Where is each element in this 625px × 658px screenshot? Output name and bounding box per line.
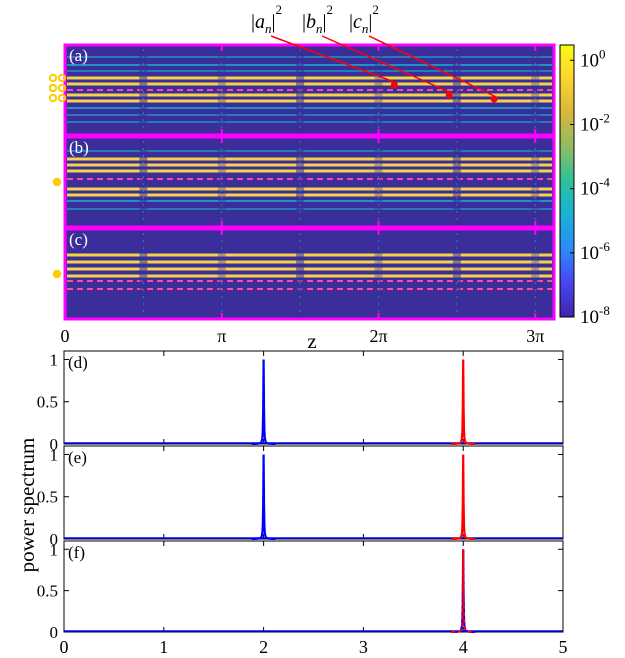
z-tick-label: 3π [526, 326, 544, 346]
x-tick-label: 3 [359, 637, 368, 657]
y-tick-label: 1 [50, 350, 59, 369]
side-markers [52, 177, 62, 187]
revival-band [374, 231, 383, 317]
annotation-arrowhead [445, 91, 453, 99]
y-tick-label: 0 [50, 435, 59, 454]
y-tick-label: 0.5 [37, 393, 58, 412]
revival-band [531, 231, 540, 317]
x-tick-label: 0 [60, 637, 69, 657]
spectrum-peak [251, 359, 276, 446]
annotation-arrow [321, 35, 450, 93]
side-marker [57, 93, 67, 103]
x-tick-label: 5 [559, 637, 568, 657]
revival-band [296, 231, 305, 317]
revival-band [217, 139, 226, 225]
colorbar-tick-label: 10-2 [580, 110, 610, 135]
y-tick-label: 0 [50, 530, 59, 549]
annotation-arrow [368, 35, 495, 97]
y-tick-label: 1 [50, 445, 59, 464]
heatmap-panels: (a) (b) (c) 0 π 2π 3π [48, 43, 556, 346]
panel-label: (a) [69, 46, 88, 65]
panel-label: (b) [69, 138, 89, 157]
plot-frame [63, 350, 564, 445]
revival-band [531, 47, 540, 133]
revival-band [217, 47, 226, 133]
spectrum-panel-f: 0 0.5 1 (f) [37, 540, 564, 642]
side-markers [52, 269, 62, 279]
y-tick-label: 0.5 [37, 582, 58, 601]
z-tick-label: 0 [61, 326, 70, 346]
revival-band [139, 139, 148, 225]
revival-band [452, 47, 461, 133]
side-markers [48, 73, 67, 103]
panel-label: (f) [68, 543, 85, 562]
revival-band [452, 139, 461, 225]
panel-frame [63, 135, 556, 229]
revival-band [374, 139, 383, 225]
side-marker [57, 73, 67, 83]
panel-label: (d) [68, 353, 88, 372]
x-tick-label: 2 [259, 637, 268, 657]
colorbar-tick-label: 10-4 [580, 175, 610, 200]
revival-band [139, 231, 148, 317]
side-marker [52, 177, 62, 187]
colorbar-tick-label: 10-8 [580, 303, 610, 328]
spectrum-peak [451, 454, 476, 541]
spectrum-panels: 00.51 (d)00.51 (e)00.51 (f)0 1 2 3 4 5 [37, 350, 568, 657]
colorbar: 100 10-2 10-4 10-6 10-8 [559, 44, 610, 328]
x-tick-label: 1 [159, 637, 168, 657]
side-marker [48, 93, 58, 103]
side-marker [48, 83, 58, 93]
side-marker [52, 269, 62, 279]
annotation-label: |an|2 [251, 2, 282, 36]
y-axis-label: power spectrum [15, 438, 39, 573]
annotation-b: |bn|2 [302, 2, 453, 99]
side-marker [57, 83, 67, 93]
panel-frame [63, 227, 556, 321]
z-tick-label: π [217, 326, 226, 346]
colorbar-gradient [559, 44, 575, 318]
x-tick-label: 4 [459, 637, 468, 657]
side-marker [48, 73, 58, 83]
heatmap-panel-c: (c) [52, 227, 556, 321]
y-tick-label: 0 [50, 623, 59, 642]
colorbar-tick-label: 100 [580, 46, 606, 71]
revival-band [452, 231, 461, 317]
heatmap-panel-a: (a) [48, 43, 556, 137]
y-tick-label: 1 [50, 540, 59, 559]
revival-band [139, 47, 148, 133]
panel-background [65, 229, 554, 319]
annotation-label: |cn|2 [349, 2, 379, 36]
spectrum-panel-d: 0 0.5 1 (d) [37, 350, 564, 454]
spectrum-peak [451, 359, 476, 446]
annotation-arrowhead [390, 81, 398, 89]
annotations: |an|2 |bn|2 |cn|2 [251, 2, 498, 103]
revival-band [374, 47, 383, 133]
heatmap-panel-b: (b) [52, 135, 556, 229]
revival-band [296, 139, 305, 225]
revival-band [296, 47, 305, 133]
spectrum-panel-e: 0 0.5 1 (e) [37, 445, 564, 549]
spectrum-peak [451, 549, 476, 633]
panel-label: (e) [68, 448, 87, 467]
revival-band [531, 139, 540, 225]
spectrum-peak [251, 454, 276, 541]
annotation-label: |bn|2 [302, 2, 333, 36]
revival-band [217, 231, 226, 317]
annotation-a: |an|2 [251, 2, 398, 89]
y-tick-label: 0.5 [37, 488, 58, 507]
colorbar-tick-label: 10-6 [580, 239, 610, 264]
plot-frame [63, 445, 564, 540]
panel-label: (c) [69, 230, 88, 249]
z-tick-label: 2π [369, 326, 387, 346]
annotation-arrow [270, 35, 395, 83]
x-axis-label-z: z [307, 329, 316, 353]
plot-frame [63, 540, 564, 633]
annotation-arrowhead [490, 95, 498, 103]
annotation-c: |cn|2 [349, 2, 498, 103]
